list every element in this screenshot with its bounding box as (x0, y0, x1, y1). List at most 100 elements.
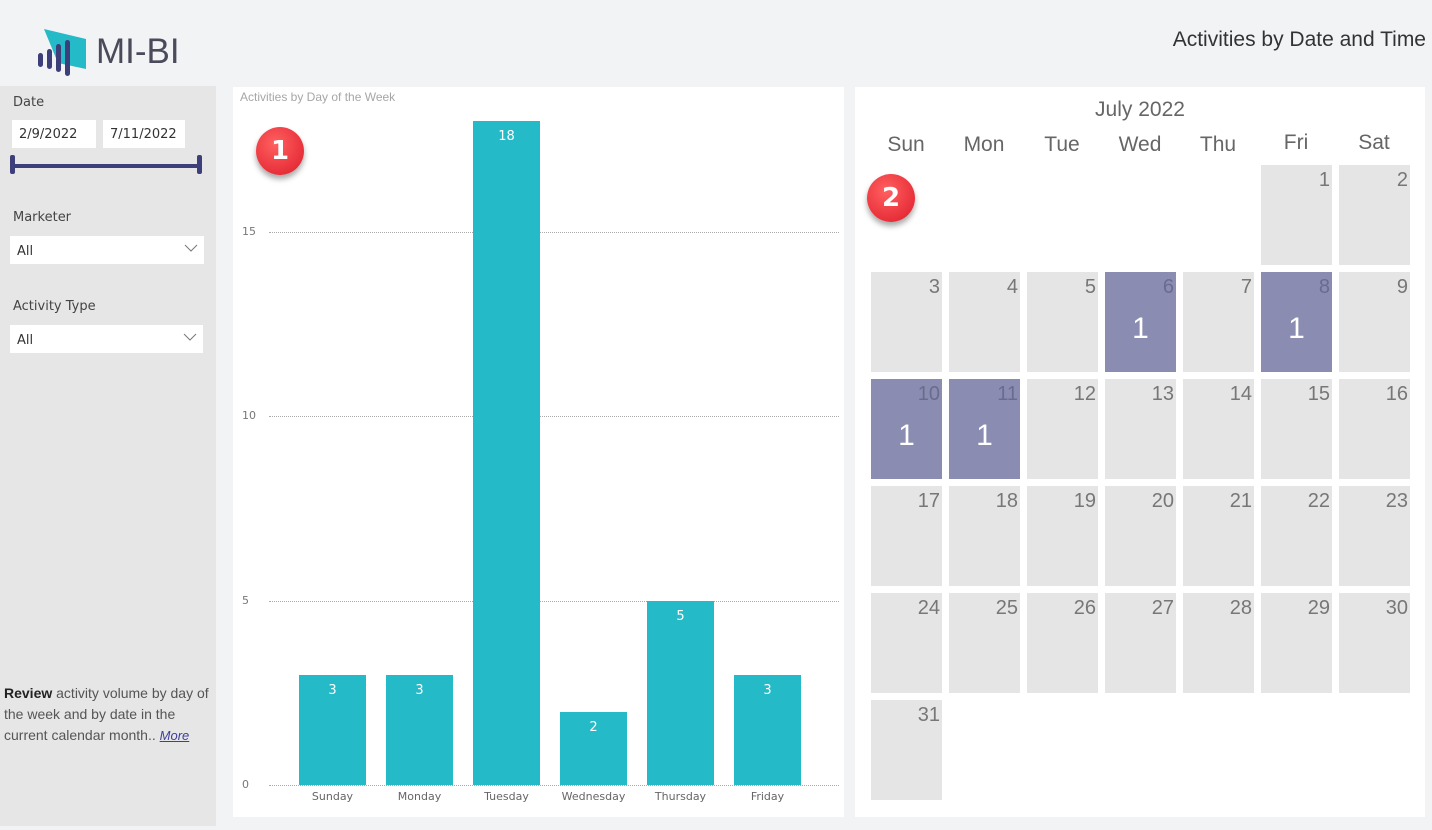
calendar-day-14[interactable]: 14 (1183, 379, 1254, 479)
weekday-fri: Fri (1283, 131, 1309, 154)
calendar-day-number: 22 (1307, 490, 1330, 512)
calendar-day-10[interactable]: 10 1 (871, 379, 942, 479)
calendar-day-number: 17 (917, 490, 940, 512)
weekday-sat: Sat (1358, 131, 1390, 154)
marketer-dropdown[interactable]: All (10, 236, 204, 264)
bar-friday[interactable]: 3 (734, 675, 801, 785)
calendar-day-5[interactable]: 5 (1027, 272, 1098, 372)
calendar-day-18[interactable]: 18 (949, 486, 1020, 586)
chevron-down-icon (184, 244, 198, 252)
x-tick-monday: Monday (397, 790, 442, 803)
gridline-10 (269, 416, 839, 417)
calendar-day-2[interactable]: 2 (1339, 165, 1410, 265)
bar-tuesday[interactable]: 18 (473, 121, 540, 785)
calendar-day-number: 30 (1385, 597, 1408, 619)
calendar-day-30[interactable]: 30 (1339, 593, 1410, 693)
description-bold: Review (4, 685, 53, 701)
calendar-day-number: 18 (995, 490, 1018, 512)
calendar-day-25[interactable]: 25 (949, 593, 1020, 693)
bar-value-label: 3 (415, 683, 424, 698)
bar-thursday[interactable]: 5 (647, 601, 714, 785)
chevron-down-icon (183, 333, 197, 341)
calendar-day-13[interactable]: 13 (1105, 379, 1176, 479)
calendar-day-28[interactable]: 28 (1183, 593, 1254, 693)
calendar-day-22[interactable]: 22 (1261, 486, 1332, 586)
y-tick-10: 10 (242, 409, 256, 422)
calendar-day-number: 21 (1229, 490, 1252, 512)
y-tick-15: 15 (242, 225, 256, 238)
calendar-day-12[interactable]: 12 (1027, 379, 1098, 479)
calendar-day-number: 4 (1006, 276, 1018, 298)
calendar-day-17[interactable]: 17 (871, 486, 942, 586)
calendar-day-29[interactable]: 29 (1261, 593, 1332, 693)
activity-type-dropdown[interactable]: All (10, 325, 203, 353)
marketer-slicer-label: Marketer (13, 210, 72, 225)
calendar-day-number: 15 (1307, 383, 1330, 405)
calendar-activity-count: 1 (1288, 312, 1305, 345)
bar-wednesday[interactable]: 2 (560, 712, 627, 785)
calendar-day-number: 27 (1151, 597, 1174, 619)
calendar-day-3[interactable]: 3 (871, 272, 942, 372)
calendar-day-19[interactable]: 19 (1027, 486, 1098, 586)
weekday-thu: Thu (1199, 133, 1237, 156)
calendar-day-number: 19 (1073, 490, 1096, 512)
calendar-day-23[interactable]: 23 (1339, 486, 1410, 586)
date-range-start-handle[interactable] (10, 155, 15, 174)
date-range-end-handle[interactable] (197, 155, 202, 174)
calendar-day-number: 16 (1385, 383, 1408, 405)
calendar-day-7[interactable]: 7 (1183, 272, 1254, 372)
date-slicer-label: Date (13, 95, 45, 110)
more-link[interactable]: More (159, 728, 190, 743)
calendar-day-11[interactable]: 11 1 (949, 379, 1020, 479)
day-of-week-chart[interactable]: Activities by Day of the Week 15 10 5 0 … (233, 87, 844, 817)
filter-sidebar: Date 2/9/2022 7/11/2022 Marketer All Act… (0, 86, 216, 826)
calendar-day-9[interactable]: 9 (1339, 272, 1410, 372)
weekday-sun: Sun (887, 133, 925, 156)
weekday-tue: Tue (1044, 133, 1080, 156)
date-range-slider[interactable] (12, 164, 201, 168)
gridline-15 (269, 232, 839, 233)
calendar-day-number: 26 (1073, 597, 1096, 619)
calendar-day-number: 20 (1151, 490, 1174, 512)
calendar-day-16[interactable]: 16 (1339, 379, 1410, 479)
bar-monday[interactable]: 3 (386, 675, 453, 785)
x-tick-friday: Friday (750, 790, 785, 803)
bar-value-label: 3 (763, 683, 772, 698)
calendar-day-27[interactable]: 27 (1105, 593, 1176, 693)
calendar-day-number: 31 (917, 704, 940, 726)
date-end-input[interactable]: 7/11/2022 (103, 120, 185, 148)
calendar-activity-count: 1 (898, 419, 915, 452)
marketer-dropdown-value: All (17, 244, 34, 259)
activity-type-dropdown-value: All (17, 333, 34, 348)
x-tick-tuesday: Tuesday (484, 790, 529, 803)
bar-value-label: 3 (328, 683, 337, 698)
calendar-day-number: 10 (917, 383, 940, 405)
calendar-day-1[interactable]: 1 (1261, 165, 1332, 265)
mi-bi-logo: MI-BI (36, 26, 180, 78)
calendar-day-31[interactable]: 31 (871, 700, 942, 800)
callout-badge-2: 2 (867, 174, 915, 222)
calendar-activity-count: 1 (1132, 312, 1149, 345)
x-tick-sunday: Sunday (311, 790, 354, 803)
calendar-day-24[interactable]: 24 (871, 593, 942, 693)
page-description: Review activity volume by day of the wee… (4, 683, 214, 746)
calendar-day-15[interactable]: 15 (1261, 379, 1332, 479)
gridline-0 (269, 785, 839, 786)
bar-sunday[interactable]: 3 (299, 675, 366, 785)
calendar-day-number: 1 (1318, 169, 1330, 191)
calendar-day-20[interactable]: 20 (1105, 486, 1176, 586)
calendar-day-21[interactable]: 21 (1183, 486, 1254, 586)
calendar-day-number: 11 (997, 383, 1018, 405)
calendar-day-number: 2 (1396, 169, 1408, 191)
date-start-input[interactable]: 2/9/2022 (12, 120, 96, 148)
calendar-day-number: 8 (1318, 276, 1330, 298)
logo-bars-icon (38, 29, 86, 76)
calendar-day-number: 9 (1396, 276, 1408, 298)
calendar-day-26[interactable]: 26 (1027, 593, 1098, 693)
calendar-day-number: 3 (928, 276, 940, 298)
calendar-day-4[interactable]: 4 (949, 272, 1020, 372)
calendar-day-number: 5 (1084, 276, 1096, 298)
